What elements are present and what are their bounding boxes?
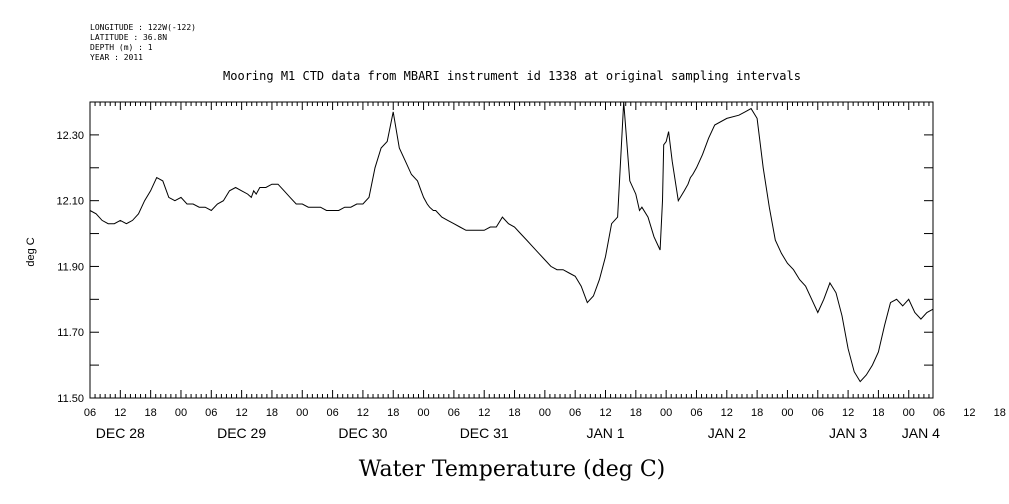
x-tick-label: 18 xyxy=(266,407,278,419)
x-day-label: JAN 3 xyxy=(829,425,867,441)
x-tick-label: 06 xyxy=(933,407,945,419)
x-day-label: JAN 1 xyxy=(586,425,624,441)
x-tick-label: 00 xyxy=(175,407,187,419)
x-tick-label: 12 xyxy=(478,407,490,419)
x-day-label: JAN 4 xyxy=(902,425,940,441)
y-tick-label: 11.70 xyxy=(57,327,84,339)
y-axis-label: deg C xyxy=(25,237,37,266)
x-axis-label: Water Temperature (deg C) xyxy=(359,457,666,482)
meta-latitude: LATITUDE : 36.8N xyxy=(90,33,167,42)
x-day-label: DEC 29 xyxy=(217,425,266,441)
x-tick-label: 00 xyxy=(660,407,672,419)
meta-longitude: LONGITUDE : 122W(-122) xyxy=(90,23,196,32)
x-tick-label: 00 xyxy=(296,407,308,419)
x-tick-label: 06 xyxy=(326,407,338,419)
meta-depth: DEPTH (m) : 1 xyxy=(90,43,153,52)
x-tick-label: 06 xyxy=(569,407,581,419)
x-tick-label: 06 xyxy=(205,407,217,419)
y-tick-label: 12.30 xyxy=(56,130,84,142)
x-tick-label: 12 xyxy=(599,407,611,419)
x-tick-label: 12 xyxy=(235,407,247,419)
x-tick-label: 18 xyxy=(508,407,520,419)
x-day-label: JAN 2 xyxy=(708,425,746,441)
x-day-label: DEC 31 xyxy=(460,425,509,441)
x-tick-label: 00 xyxy=(903,407,915,419)
x-tick-label: 00 xyxy=(781,407,793,419)
x-tick-label: 18 xyxy=(994,407,1006,419)
x-tick-label: 00 xyxy=(539,407,551,419)
metadata-block: LONGITUDE : 122W(-122) LATITUDE : 36.8N … xyxy=(90,23,196,62)
x-day-label: DEC 30 xyxy=(338,425,387,441)
x-tick-label: 06 xyxy=(448,407,460,419)
x-tick-label: 18 xyxy=(751,407,763,419)
x-tick-label: 12 xyxy=(963,407,975,419)
x-tick-label: 12 xyxy=(357,407,369,419)
x-tick-label: 12 xyxy=(721,407,733,419)
meta-year: YEAR : 2011 xyxy=(90,53,143,62)
x-tick-label: 12 xyxy=(114,407,126,419)
plot-frame xyxy=(89,101,934,399)
x-day-label: DEC 28 xyxy=(96,425,145,441)
x-tick-label: 06 xyxy=(812,407,824,419)
x-tick-label: 18 xyxy=(145,407,157,419)
x-tick-label: 00 xyxy=(417,407,429,419)
x-tick-label: 06 xyxy=(690,407,702,419)
chart-title: Mooring M1 CTD data from MBARI instrumen… xyxy=(223,69,801,83)
x-tick-label: 12 xyxy=(842,407,854,419)
y-tick-label: 12.10 xyxy=(56,196,84,208)
series-line xyxy=(89,101,934,383)
x-tick-label: 06 xyxy=(84,407,96,419)
x-tick-label: 18 xyxy=(872,407,884,419)
y-tick-label: 11.90 xyxy=(57,261,84,273)
y-tick-label: 11.50 xyxy=(57,393,84,405)
y-axis: 11.50 11.70 11.90 12.10 12.30 xyxy=(56,101,933,405)
x-tick-label: 18 xyxy=(630,407,642,419)
x-axis: 06 12 18 00 06 12 18 00 06 12 18 00 06 12 18 00 06 12 18 00… xyxy=(84,102,1006,441)
x-tick-label: 18 xyxy=(387,407,399,419)
